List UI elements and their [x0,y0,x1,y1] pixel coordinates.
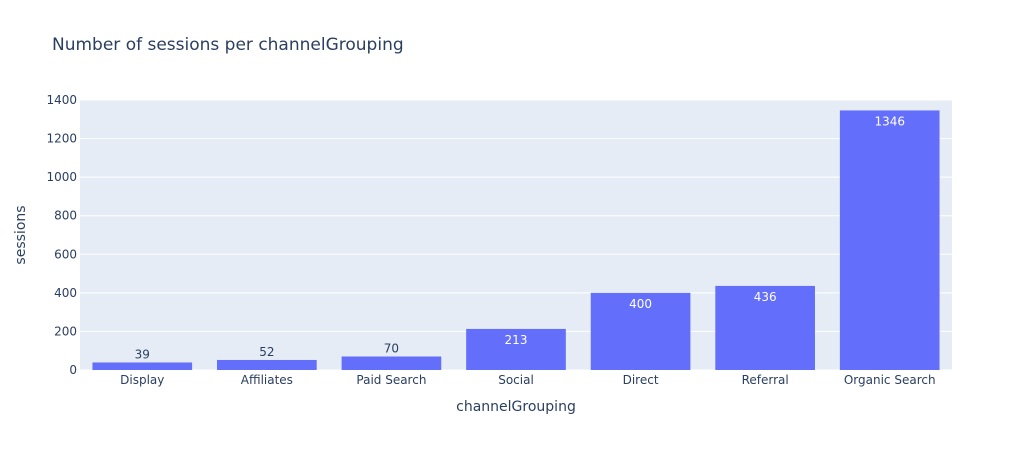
bars [92,110,940,371]
y-axis-ticks: 0 200 400 600 800 1000 1200 1400 [46,93,77,377]
y-tick-label: 800 [54,209,77,223]
bar-value-label: 70 [384,342,399,356]
y-tick-label: 0 [69,363,77,377]
x-tick-label: Paid Search [356,373,426,387]
x-tick-label: Display [120,373,164,387]
x-axis-title: channelGrouping [456,399,576,415]
y-tick-label: 400 [54,286,77,300]
bar-value-label: 39 [135,347,150,361]
x-tick-label: Affiliates [241,373,293,387]
x-tick-label: Organic Search [844,373,936,387]
y-tick-label: 1200 [46,132,77,146]
bar [341,356,442,370]
y-tick-label: 200 [54,324,77,338]
x-tick-label: Social [498,373,534,387]
y-tick-label: 600 [54,247,77,261]
y-tick-label: 1000 [46,170,77,184]
chart-title: Number of sessions per channelGrouping [52,35,404,55]
x-axis-ticks: Display Affiliates Paid Search Social Direct… [120,373,935,387]
bar-value-label: 52 [259,345,274,359]
bar-value-label: 400 [629,297,652,311]
bar [92,362,193,370]
bar-value-label: 436 [754,290,777,304]
bar [590,292,691,370]
bar-value-label: 1346 [874,114,905,128]
bar [715,285,815,370]
x-tick-label: Referral [742,373,789,387]
x-tick-label: Direct [623,373,659,387]
bar [217,359,317,370]
y-axis-title: sessions [13,205,29,264]
y-tick-label: 1400 [46,93,77,107]
bar [466,328,566,370]
bar-labels: 39 52 70 213 400 436 1346 [135,114,905,361]
bar [839,110,940,371]
bar-value-label: 213 [505,333,528,347]
